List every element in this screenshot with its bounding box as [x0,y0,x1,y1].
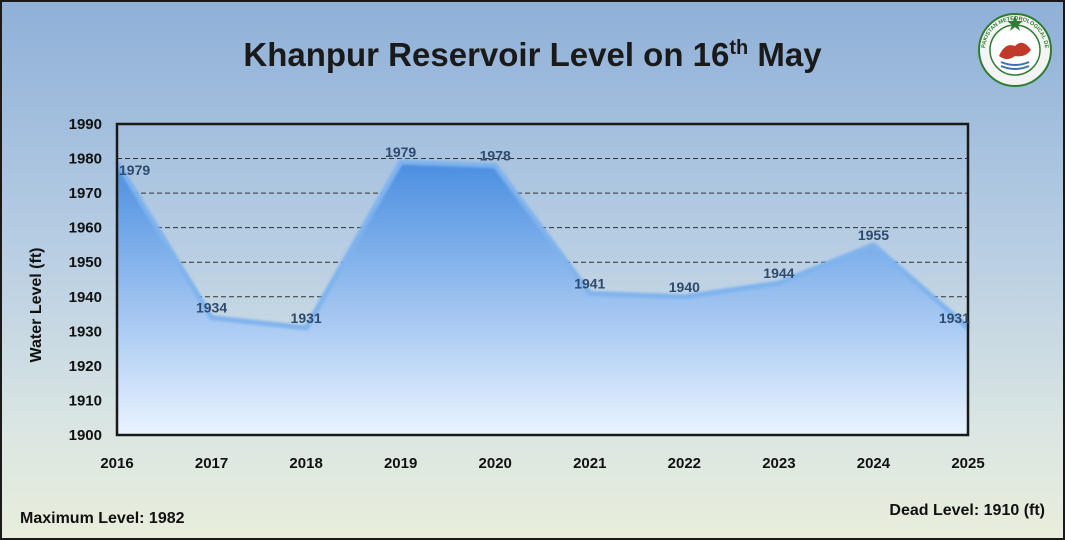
x-tick-2020: 2020 [479,455,512,472]
data-label-2023: 1944 [763,265,794,281]
x-tick-2022: 2022 [668,455,701,472]
y-tick-1980: 1980 [69,151,102,168]
data-labels: 1979 1934 1931 1979 1978 1941 1940 1944 1955 1931 [119,144,970,326]
data-label-2024: 1955 [858,227,889,243]
x-tick-2019: 2019 [384,455,417,472]
x-tick-2017: 2017 [195,455,228,472]
data-label-2022: 1940 [669,279,700,295]
y-tick-labels: 1900 1910 1920 1930 1940 1950 1960 1970 1980 1990 [69,116,102,444]
title-end: May [748,36,822,73]
y-tick-1950: 1950 [69,254,102,271]
y-tick-1900: 1900 [69,427,102,444]
x-tick-2023: 2023 [762,455,795,472]
chart-title: Khanpur Reservoir Level on 16th May [0,36,1065,74]
data-label-2018: 1931 [291,310,322,326]
y-tick-1970: 1970 [69,185,102,202]
area-layer [114,159,970,435]
x-tick-2025: 2025 [951,455,984,472]
plot-area-border [115,122,970,437]
data-label-2017: 1934 [196,300,227,316]
title-superscript: th [729,37,749,59]
data-label-2020: 1978 [480,147,511,163]
dead-level-note: Dead Level: 1910 (ft) [889,502,1045,519]
data-label-2025: 1931 [939,310,970,326]
data-label-2019: 1979 [385,144,416,160]
pmd-logo-icon: PAKISTAN METEOROLOGICAL DEPARTMENT [975,10,1052,87]
y-tick-1960: 1960 [69,220,102,237]
data-label-2016: 1979 [119,162,150,178]
x-tick-2024: 2024 [857,455,891,472]
x-tick-2016: 2016 [100,455,133,472]
data-label-2021: 1941 [574,275,605,291]
area-series [117,162,968,435]
x-tick-2021: 2021 [573,455,606,472]
x-tick-labels: 2016 2017 2018 2019 2020 2021 2022 2023 2024 2025 [100,455,984,472]
title-main: Khanpur Reservoir Level on 16 [243,36,730,73]
area-top-edge [114,159,970,331]
y-tick-1920: 1920 [69,358,102,375]
y-tick-1940: 1940 [69,289,102,306]
y-tick-1910: 1910 [69,392,102,409]
y-tick-1930: 1930 [69,323,102,340]
y-tick-1990: 1990 [69,116,102,133]
y-axis-label: Water Level (ft) [28,248,45,363]
x-tick-2018: 2018 [289,455,322,472]
maximum-level-note: Maximum Level: 1982 [20,510,185,527]
